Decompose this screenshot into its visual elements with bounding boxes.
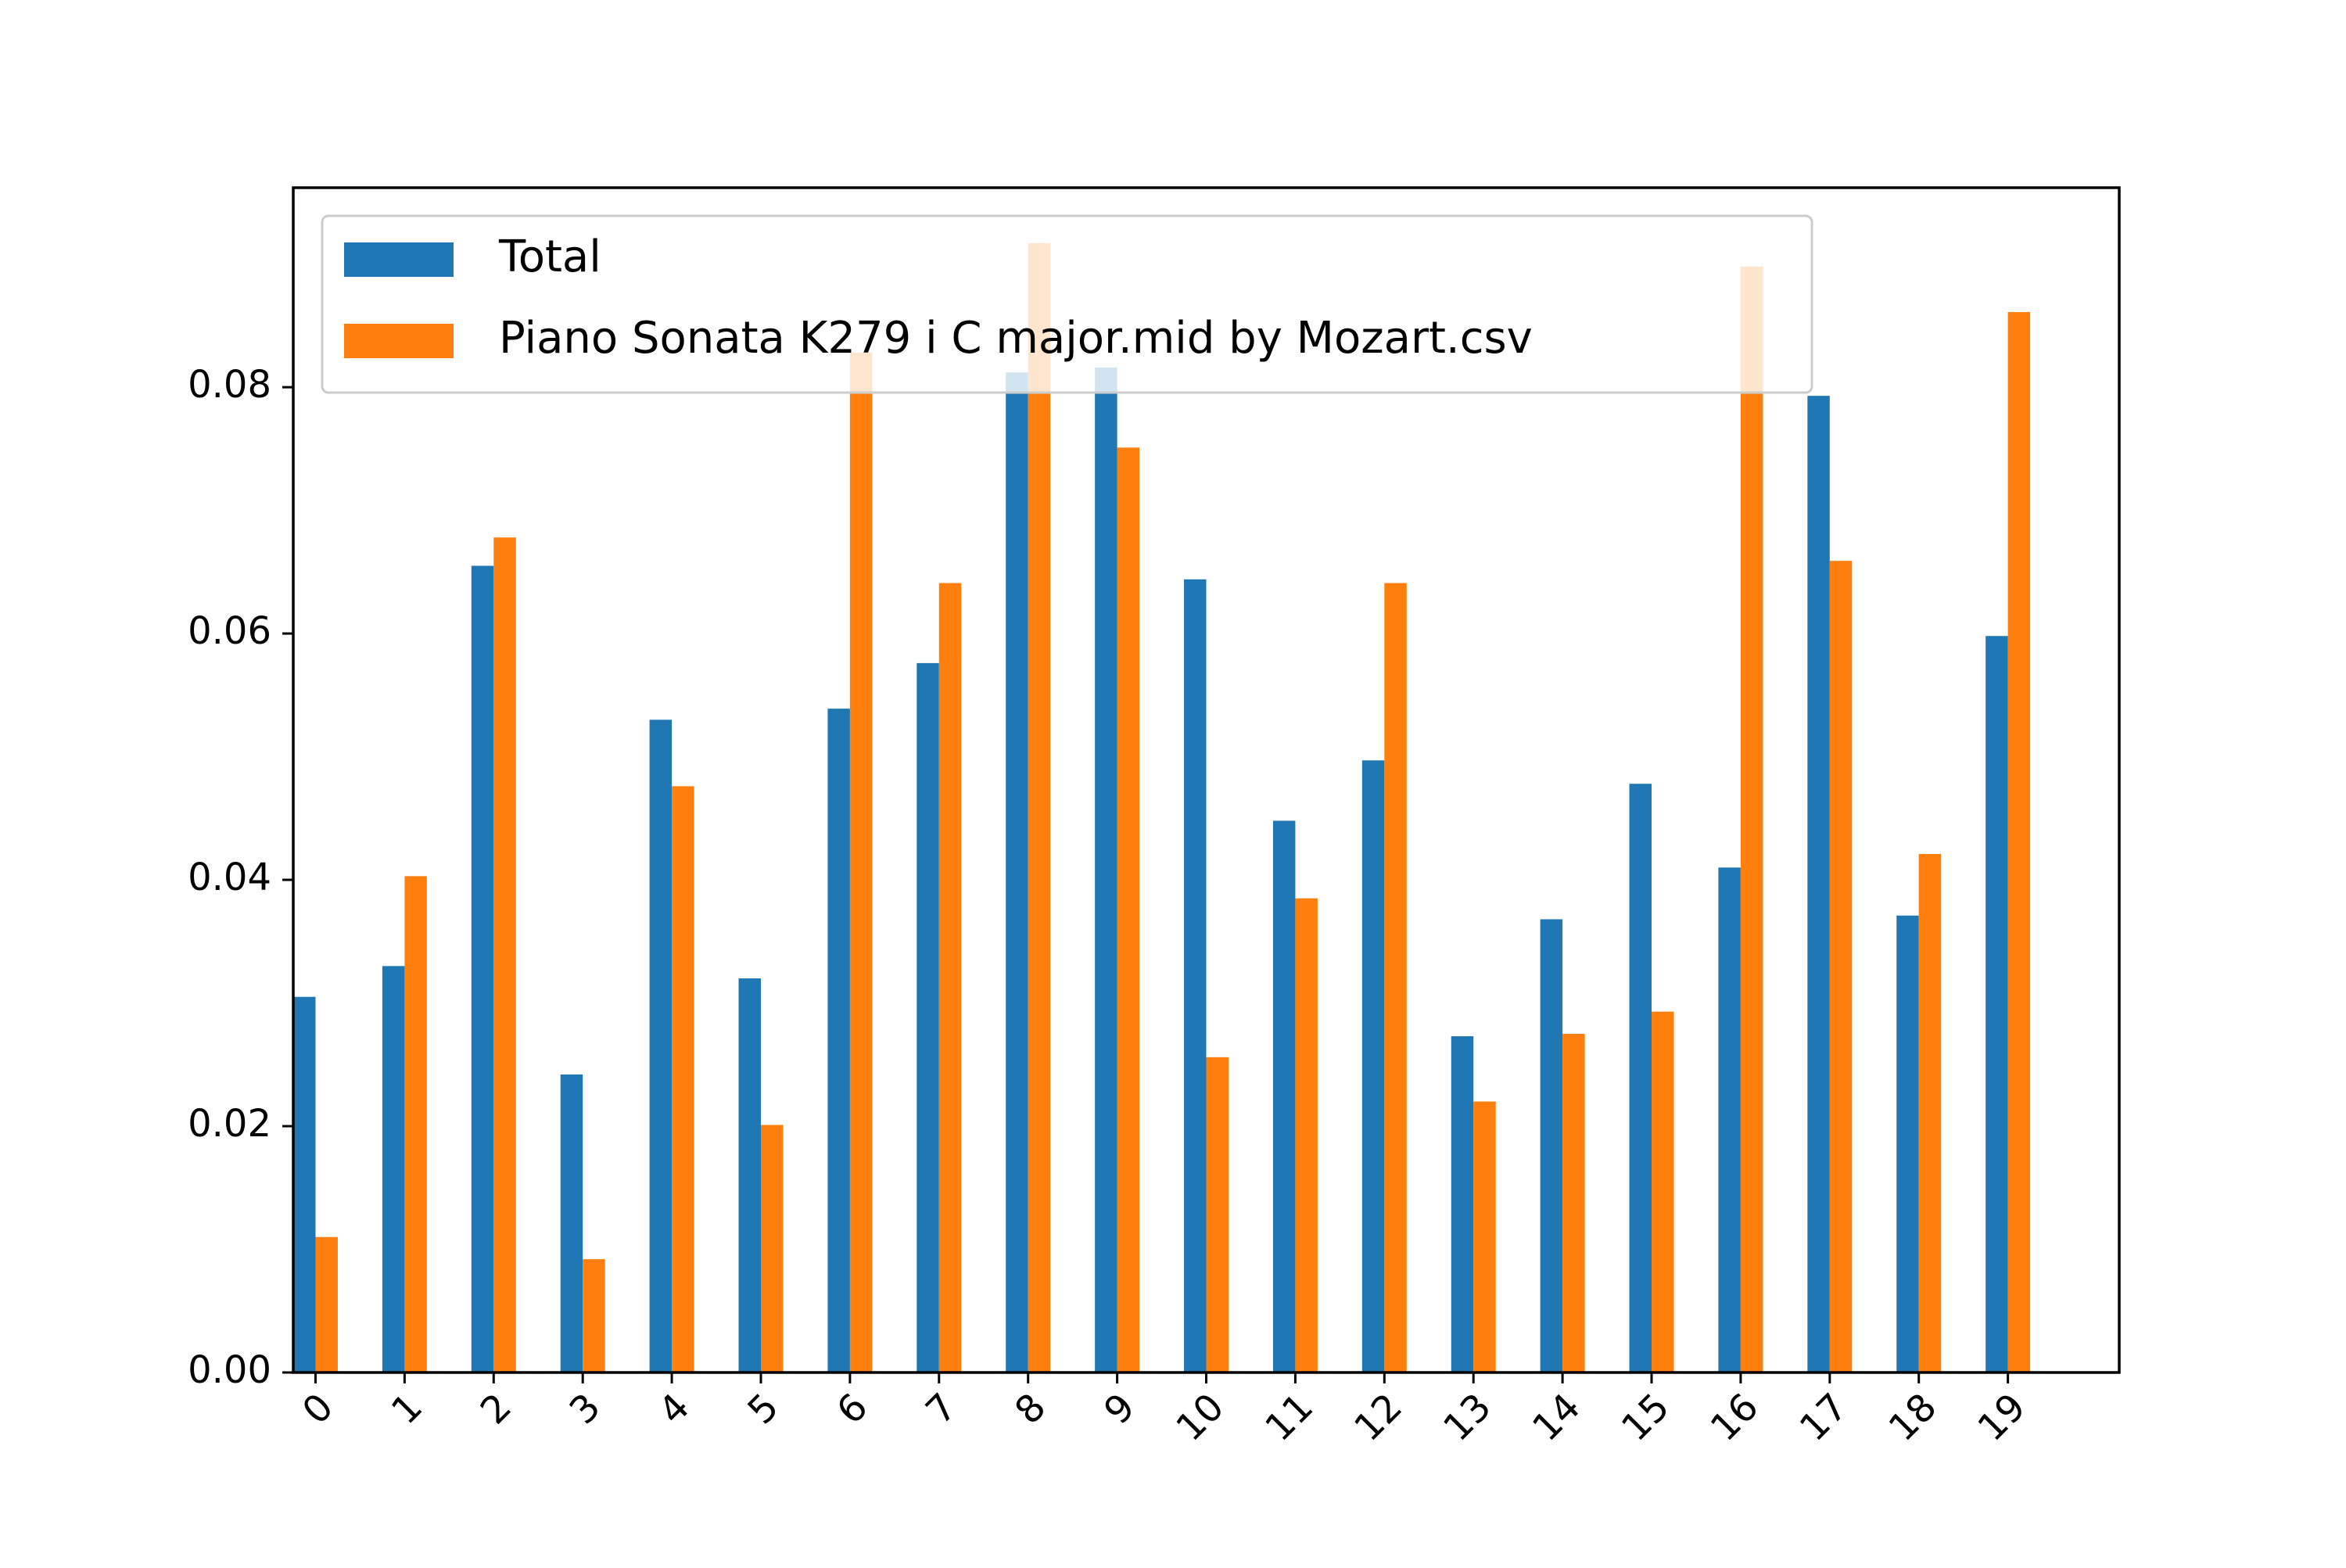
y-tick-label: 0.02: [188, 1102, 271, 1146]
bar-series-1-category-7: [938, 583, 962, 1372]
bar-series-0-category-7: [917, 662, 939, 1372]
bar-series-0-category-11: [1272, 820, 1296, 1372]
legend-label-1: Piano Sonata K279 i C major.mid by Mozar…: [499, 313, 1533, 364]
bar-series-1-category-5: [760, 1125, 784, 1372]
bar-series-0-category-15: [1629, 784, 1652, 1372]
bar-series-1-category-0: [315, 1236, 338, 1372]
x-tick-label: 13: [1435, 1385, 1500, 1450]
bar-series-0-category-6: [827, 709, 850, 1372]
bar-series-0-category-9: [1095, 367, 1117, 1372]
y-tick-label: 0.00: [188, 1348, 271, 1392]
x-tick-label: 8: [1006, 1385, 1054, 1433]
bar-series-1-category-11: [1295, 898, 1318, 1372]
bar-series-0-category-18: [1896, 915, 1919, 1372]
bar-series-1-category-3: [583, 1259, 605, 1372]
x-tick-label: 14: [1524, 1385, 1589, 1450]
bar-series-0-category-4: [649, 719, 673, 1372]
bar-series-1-category-2: [493, 537, 516, 1372]
x-tick-label: 15: [1613, 1385, 1678, 1450]
y-tick-label: 0.04: [188, 856, 271, 899]
bar-series-0-category-8: [1006, 372, 1028, 1373]
bar-series-1-category-12: [1384, 583, 1407, 1372]
bar-series-0-category-14: [1540, 919, 1563, 1372]
bar-series-1-category-18: [1918, 853, 1942, 1372]
bar-series-1-category-8: [1028, 242, 1051, 1373]
bars-layer: [293, 242, 2031, 1373]
bar-series-1-category-9: [1117, 447, 1140, 1372]
y-tick-label: 0.08: [188, 363, 271, 407]
x-tick-label: 9: [1096, 1385, 1143, 1433]
legend-swatch-1: [344, 324, 454, 358]
bar-series-0-category-5: [738, 978, 761, 1372]
bar-series-1-category-16: [1740, 266, 1763, 1372]
x-tick-label: 4: [651, 1385, 698, 1433]
bar-series-1-category-4: [672, 786, 694, 1372]
bar-series-1-category-6: [849, 353, 873, 1373]
bar-series-0-category-17: [1807, 396, 1830, 1372]
y-axis: 0.00 0.02 0.04 0.06 0.08: [188, 363, 293, 1392]
bar-series-0-category-1: [382, 966, 405, 1372]
bar-series-1-category-17: [1829, 561, 1853, 1372]
bar-series-1-category-1: [404, 876, 427, 1372]
legend: Total Piano Sonata K279 i C major.mid by …: [321, 214, 1813, 394]
x-tick-label: 5: [739, 1385, 787, 1433]
bar-series-1-category-14: [1562, 1033, 1585, 1372]
legend-box: [321, 214, 1813, 394]
x-tick-label: 11: [1257, 1385, 1322, 1450]
bar-series-1-category-19: [2007, 312, 2031, 1372]
x-tick-label: 1: [383, 1385, 431, 1433]
legend-label-0: Total: [498, 231, 601, 282]
x-tick-label: 19: [1970, 1385, 2035, 1450]
x-tick-label: 7: [917, 1385, 965, 1433]
x-tick-label: 0: [294, 1385, 342, 1433]
bar-series-0-category-13: [1451, 1036, 1474, 1372]
bar-series-0-category-16: [1718, 867, 1741, 1372]
plot-frame: [292, 186, 2121, 1374]
x-tick-label: 3: [561, 1385, 609, 1433]
bar-series-0-category-3: [560, 1074, 583, 1372]
x-tick-label: 12: [1346, 1385, 1411, 1450]
legend-swatch-0: [344, 242, 454, 277]
x-tick-label: 6: [828, 1385, 876, 1433]
bar-series-1-category-13: [1473, 1101, 1496, 1372]
x-axis: 0 1 2 3 4 5 6 7 8 9 10 11 12 13 14 15 16 17 18 19: [294, 1372, 2034, 1450]
bar-series-0-category-10: [1184, 579, 1207, 1372]
bar-series-1-category-15: [1652, 1011, 1674, 1372]
bar-series-0-category-2: [471, 565, 494, 1373]
bar-series-1-category-10: [1206, 1057, 1229, 1372]
x-tick-label: 17: [1792, 1385, 1856, 1450]
x-tick-label: 10: [1168, 1385, 1232, 1450]
x-tick-label: 2: [472, 1385, 520, 1433]
bar-series-0-category-19: [1985, 636, 2008, 1372]
x-tick-label: 18: [1881, 1385, 1946, 1450]
x-tick-label: 16: [1702, 1385, 1767, 1450]
bar-series-0-category-12: [1361, 760, 1385, 1372]
y-tick-label: 0.06: [188, 609, 271, 653]
bar-series-0-category-0: [293, 996, 316, 1372]
